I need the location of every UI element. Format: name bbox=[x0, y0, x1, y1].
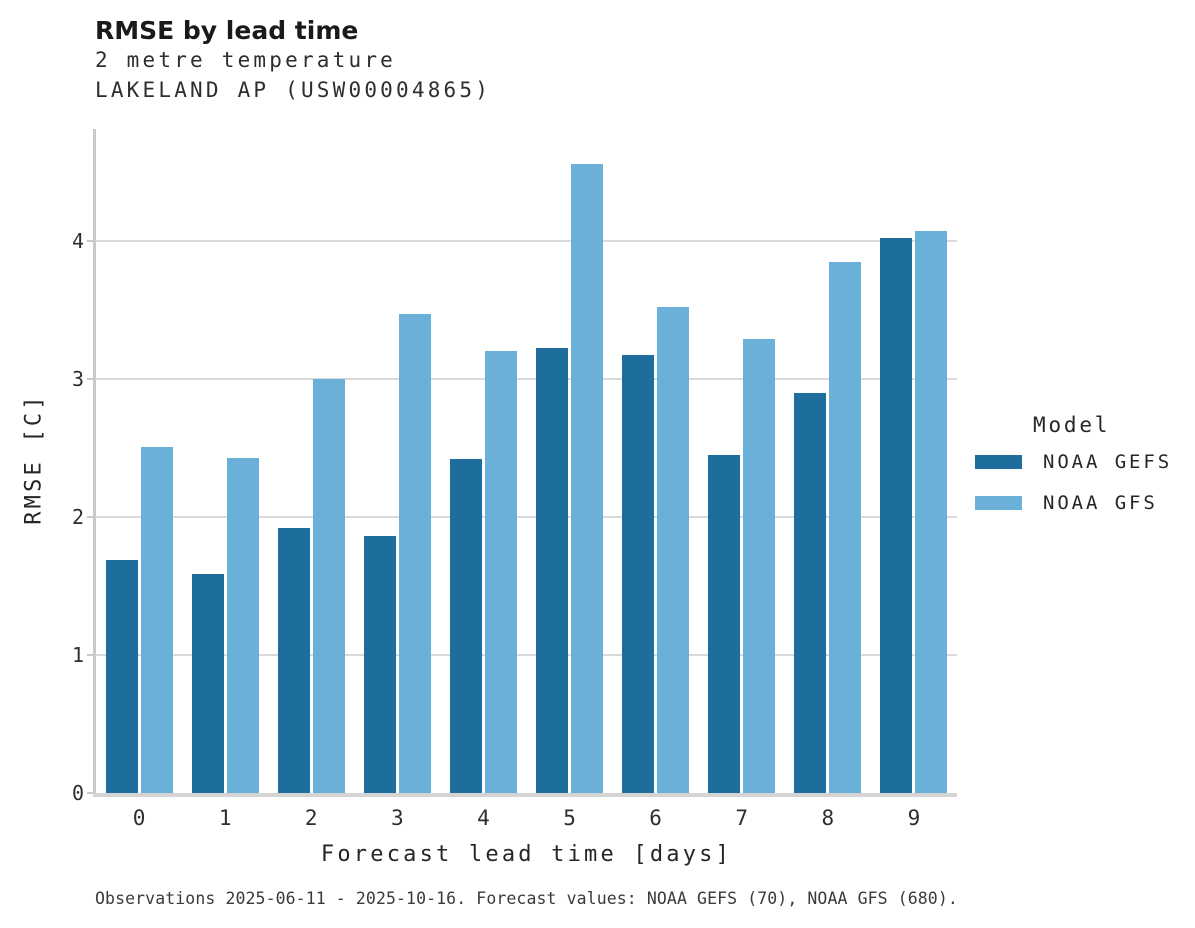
x-tick-label-9: 9 bbox=[907, 806, 921, 830]
x-axis-title: Forecast lead time [days] bbox=[320, 842, 733, 867]
y-tick-mark-2 bbox=[87, 515, 93, 518]
legend-items: NOAA GEFS NOAA GFS bbox=[975, 451, 1190, 514]
bar-noaa-gefs-day-9 bbox=[880, 238, 913, 793]
bar-noaa-gefs-day-2 bbox=[277, 528, 310, 793]
legend-title: Model bbox=[1033, 413, 1111, 437]
bar-noaa-gefs-day-6 bbox=[622, 355, 655, 793]
bar-group-day-8 bbox=[785, 129, 871, 793]
bar-group-day-7 bbox=[699, 129, 785, 793]
bar-group-day-3 bbox=[354, 129, 440, 793]
legend: Model NOAA GEFS NOAA GFS bbox=[975, 413, 1190, 533]
bar-group-day-0 bbox=[96, 129, 182, 793]
bar-noaa-gfs-day-8 bbox=[829, 262, 862, 793]
y-axis-spine bbox=[93, 129, 96, 797]
y-tick-mark-4 bbox=[87, 239, 93, 242]
x-tick-label-5: 5 bbox=[563, 806, 576, 830]
gridline-y-3 bbox=[96, 377, 957, 380]
bar-noaa-gfs-day-0 bbox=[140, 447, 173, 793]
y-tick-label-4: 4 bbox=[71, 228, 84, 253]
legend-swatch-icon bbox=[975, 455, 1022, 469]
x-tick-label-4: 4 bbox=[477, 806, 490, 830]
bar-group-day-6 bbox=[613, 129, 699, 793]
bar-noaa-gefs-day-0 bbox=[105, 560, 138, 793]
bar-noaa-gfs-day-5 bbox=[571, 164, 604, 793]
bar-group-day-9 bbox=[871, 129, 957, 793]
x-tick-label-0: 0 bbox=[132, 806, 146, 830]
y-tick-mark-3 bbox=[87, 377, 93, 380]
footnote-caption: Observations 2025-06-11 - 2025-10-16. Fo… bbox=[95, 889, 958, 908]
chart-header: RMSE by lead time 2 metre temperature LA… bbox=[95, 16, 491, 106]
y-axis-title: RMSE [C] bbox=[21, 393, 47, 525]
bar-noaa-gfs-day-3 bbox=[398, 314, 431, 793]
x-tick-label-8: 8 bbox=[821, 806, 835, 830]
bar-noaa-gefs-day-7 bbox=[708, 455, 741, 793]
chart-title: RMSE by lead time bbox=[95, 16, 359, 45]
gridline-y-1 bbox=[96, 653, 957, 656]
y-tick-label-2: 2 bbox=[71, 504, 84, 529]
bar-noaa-gfs-day-6 bbox=[657, 307, 690, 793]
x-tick-label-3: 3 bbox=[391, 806, 404, 830]
x-tick-label-1: 1 bbox=[218, 806, 232, 830]
x-tick-label-7: 7 bbox=[735, 806, 749, 830]
x-tick-labels: 0 1 2 3 4 5 6 7 8 9 bbox=[96, 806, 957, 830]
legend-swatch-icon bbox=[975, 496, 1022, 510]
bar-noaa-gefs-day-8 bbox=[794, 393, 827, 793]
plot-area bbox=[87, 129, 957, 797]
y-tick-label-3: 3 bbox=[71, 366, 84, 391]
bar-group-day-4 bbox=[440, 129, 526, 793]
bar-noaa-gefs-day-5 bbox=[536, 348, 569, 793]
chart-subtitle-variable: 2 metre temperature bbox=[95, 48, 397, 72]
x-tick-label-6: 6 bbox=[649, 806, 662, 830]
y-tick-label-0: 0 bbox=[71, 781, 84, 805]
bar-noaa-gfs-day-9 bbox=[915, 231, 948, 793]
bar-group-day-5 bbox=[526, 129, 612, 793]
y-tick-label-1: 1 bbox=[71, 642, 84, 667]
legend-item-noaa-gfs: NOAA GFS bbox=[975, 492, 1190, 514]
x-axis-baseline bbox=[93, 793, 957, 797]
bars-layer bbox=[96, 129, 957, 793]
gridline-y-4 bbox=[96, 239, 957, 242]
legend-item-label: NOAA GFS bbox=[1043, 492, 1158, 514]
bar-noaa-gfs-day-4 bbox=[484, 351, 517, 793]
bar-noaa-gfs-day-2 bbox=[312, 379, 345, 793]
gridline-y-2 bbox=[96, 515, 957, 518]
bar-noaa-gfs-day-7 bbox=[743, 339, 776, 793]
bar-noaa-gefs-day-1 bbox=[191, 574, 224, 793]
bar-noaa-gefs-day-3 bbox=[363, 536, 396, 793]
chart-subtitle-station: LAKELAND AP (USW00004865) bbox=[95, 77, 492, 102]
bar-noaa-gefs-day-4 bbox=[449, 459, 482, 793]
x-tick-label-2: 2 bbox=[304, 806, 318, 830]
legend-item-label: NOAA GEFS bbox=[1043, 451, 1173, 473]
bar-group-day-2 bbox=[268, 129, 354, 793]
y-tick-mark-1 bbox=[87, 653, 93, 656]
bar-noaa-gfs-day-1 bbox=[226, 458, 259, 793]
legend-item-noaa-gefs: NOAA GEFS bbox=[975, 451, 1190, 473]
y-tick-mark-0 bbox=[87, 792, 93, 794]
bar-group-day-1 bbox=[182, 129, 268, 793]
